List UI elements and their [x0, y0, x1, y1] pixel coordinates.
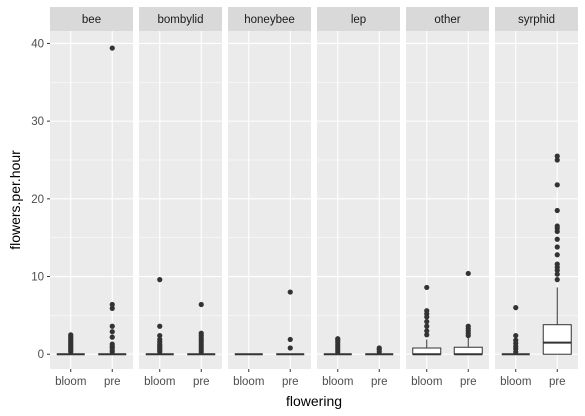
- outlier-point-other-pre: [465, 270, 471, 277]
- y-tick-label: 0: [38, 349, 44, 361]
- y-tick-label: 20: [31, 194, 44, 206]
- outlier-point-bee-pre: [109, 305, 115, 311]
- outlier-point-bee-pre: [109, 329, 115, 335]
- outlier-point-syrphid-bloom: [513, 305, 519, 311]
- x-tick-label-pre: pre: [282, 376, 299, 388]
- outlier-point-other-pre: [465, 323, 471, 329]
- outlier-point-bee-pre: [109, 323, 115, 329]
- outlier-point-syrphid-pre: [554, 223, 560, 229]
- outlier-point-other-bloom: [424, 328, 430, 334]
- outlier-point-syrphid-pre: [554, 244, 560, 250]
- outlier-point-syrphid-pre: [554, 153, 560, 159]
- strip-label-bee: bee: [82, 14, 101, 26]
- y-tick-label: 10: [31, 272, 44, 284]
- outlier-point-syrphid-pre: [554, 252, 560, 258]
- panel-bombylid: [139, 31, 222, 369]
- outlier-point-honeybee-pre: [287, 345, 293, 351]
- x-tick-label-bloom: bloom: [500, 376, 531, 388]
- outlier-point-other-bloom: [424, 323, 430, 329]
- strip-label-lep: lep: [351, 14, 366, 26]
- x-tick-label-pre: pre: [549, 376, 566, 388]
- x-tick-label-bloom: bloom: [233, 376, 264, 388]
- outlier-point-syrphid-bloom: [513, 332, 519, 339]
- y-tick-label: 40: [31, 38, 44, 50]
- panel-other: [406, 31, 489, 369]
- outlier-point-honeybee-pre: [287, 336, 293, 343]
- panel-lep: [317, 31, 400, 369]
- strip-honeybee: [228, 7, 311, 31]
- outlier-point-bombylid-bloom: [157, 277, 163, 283]
- outlier-point-bombylid-bloom: [157, 332, 163, 339]
- outlier-point-bombylid-bloom: [157, 336, 163, 343]
- outlier-point-other-bloom: [424, 319, 430, 325]
- outlier-point-syrphid-pre: [554, 261, 560, 267]
- outlier-point-bee-bloom: [68, 332, 74, 338]
- x-tick-label-pre: pre: [460, 376, 477, 388]
- outlier-point-bee-pre: [109, 45, 115, 51]
- panel-syrphid: [495, 31, 578, 369]
- outlier-point-syrphid-pre: [554, 182, 560, 188]
- strip-label-honeybee: honeybee: [244, 14, 295, 26]
- outlier-point-syrphid-pre: [554, 271, 560, 277]
- box-other-pre: [453, 346, 483, 355]
- x-tick-label-bloom: bloom: [144, 376, 175, 388]
- outlier-point-syrphid-bloom: [513, 337, 519, 343]
- box-syrphid-pre: [542, 324, 572, 355]
- y-axis-title: flowers.per.hour: [7, 150, 23, 250]
- strip-syrphid: [495, 7, 578, 31]
- strip-label-other: other: [434, 14, 460, 26]
- outlier-point-bee-pre: [109, 341, 115, 347]
- outlier-point-bee-pre: [109, 301, 115, 308]
- x-tick-label-pre: pre: [104, 376, 121, 388]
- x-axis-title: flowering: [286, 393, 342, 409]
- x-tick-label-pre: pre: [371, 376, 388, 388]
- y-tick-label: 30: [31, 116, 44, 128]
- outlier-point-other-bloom: [424, 332, 430, 338]
- outlier-point-lep-bloom: [335, 336, 341, 342]
- strip-label-bombylid: bombylid: [157, 14, 203, 26]
- strip-lep: [317, 7, 400, 31]
- outlier-point-lep-pre: [376, 345, 382, 351]
- strip-other: [406, 7, 489, 31]
- outlier-point-other-bloom: [424, 284, 430, 291]
- panel-bee: [50, 31, 133, 369]
- outlier-point-honeybee-pre: [287, 289, 293, 295]
- panel-honeybee: [228, 31, 311, 369]
- x-tick-label-bloom: bloom: [411, 376, 442, 388]
- outlier-point-bombylid-pre: [198, 301, 204, 308]
- x-tick-label-bloom: bloom: [55, 376, 86, 388]
- outlier-point-bee-pre: [109, 334, 115, 340]
- outlier-point-syrphid-pre: [554, 236, 560, 242]
- strip-bombylid: [139, 7, 222, 31]
- outlier-point-bombylid-bloom: [157, 323, 163, 329]
- outlier-point-bombylid-pre: [198, 330, 204, 336]
- outlier-point-syrphid-pre: [554, 207, 560, 214]
- outlier-point-syrphid-pre: [554, 277, 560, 283]
- x-tick-label-pre: pre: [193, 376, 210, 388]
- outlier-point-other-bloom: [424, 308, 430, 314]
- strip-label-syrphid: syrphid: [518, 14, 555, 26]
- x-tick-label-bloom: bloom: [322, 376, 353, 388]
- strip-bee: [50, 7, 133, 31]
- outlier-point-syrphid-pre: [554, 157, 560, 163]
